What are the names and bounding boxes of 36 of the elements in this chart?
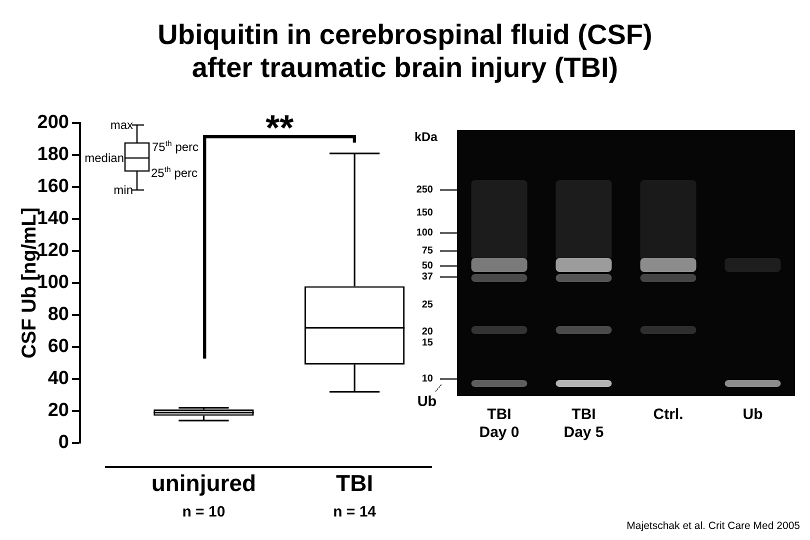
y-tick-label: 60 xyxy=(48,336,69,358)
annotation: 75$^{th}$ perc xyxy=(152,139,199,154)
annotation: 50 xyxy=(422,260,433,272)
category-label: TBI Day 0 xyxy=(478,406,520,442)
annotation: 37 xyxy=(422,272,433,282)
text: kDa xyxy=(414,130,438,144)
annotation: max xyxy=(110,118,133,132)
annotation: 15 xyxy=(422,338,433,348)
annotation: 20 xyxy=(422,326,433,338)
y-tick-label: 200 xyxy=(37,112,69,134)
annotation: 75 xyxy=(422,246,433,256)
x-tick-label: uninjured xyxy=(151,470,256,496)
annotation: 100 xyxy=(416,228,433,238)
annotation: 25$^{th}$ perc xyxy=(151,165,198,180)
text: n = 10 xyxy=(182,504,226,520)
y-tick-label: 20 xyxy=(48,400,69,422)
category-label: Ctrl. xyxy=(652,406,684,424)
annotation: min xyxy=(114,183,133,197)
text: Majetschak et al. Crit Care Med 2005 xyxy=(626,520,800,532)
x-tick-label: TBI xyxy=(336,470,374,496)
text: n = 14 xyxy=(333,504,376,520)
text: median xyxy=(84,151,124,165)
y-tick-label: 160 xyxy=(37,176,69,198)
category-label: Ub xyxy=(742,406,764,424)
annotation: Ub xyxy=(417,394,437,410)
annotation: 10 xyxy=(422,374,433,384)
category-label: TBI Day 5 xyxy=(562,406,605,442)
y-tick-label: 80 xyxy=(48,304,69,326)
y-tick-label: 40 xyxy=(48,368,69,390)
annotation: 150 xyxy=(416,208,433,218)
y-tick-label: 180 xyxy=(37,144,69,166)
chart-title: Ubiquitin in cerebrospinal fluid (CSF) after traumatic brain injury (TBI) xyxy=(156,18,654,84)
annotation: 250 xyxy=(416,184,433,196)
annotation: 25 xyxy=(422,300,433,310)
annotation: ** xyxy=(266,107,294,150)
y-tick-label: 0 xyxy=(58,432,69,454)
